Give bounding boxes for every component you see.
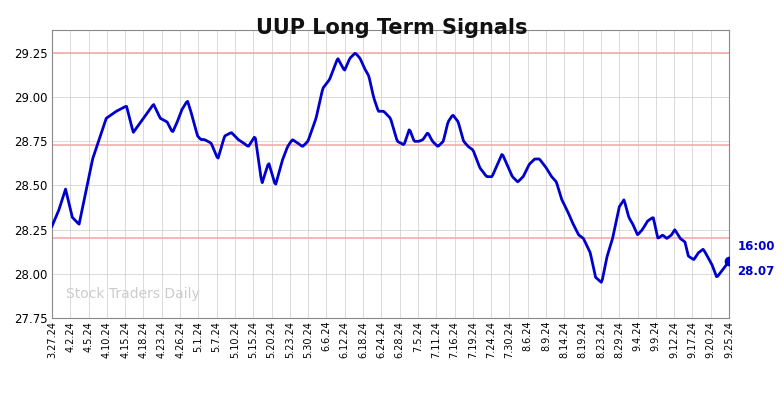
- Text: UUP Long Term Signals: UUP Long Term Signals: [256, 18, 528, 38]
- Text: 16:00: 16:00: [737, 240, 775, 254]
- Text: 28.07: 28.07: [737, 265, 775, 278]
- Text: Stock Traders Daily: Stock Traders Daily: [66, 287, 199, 301]
